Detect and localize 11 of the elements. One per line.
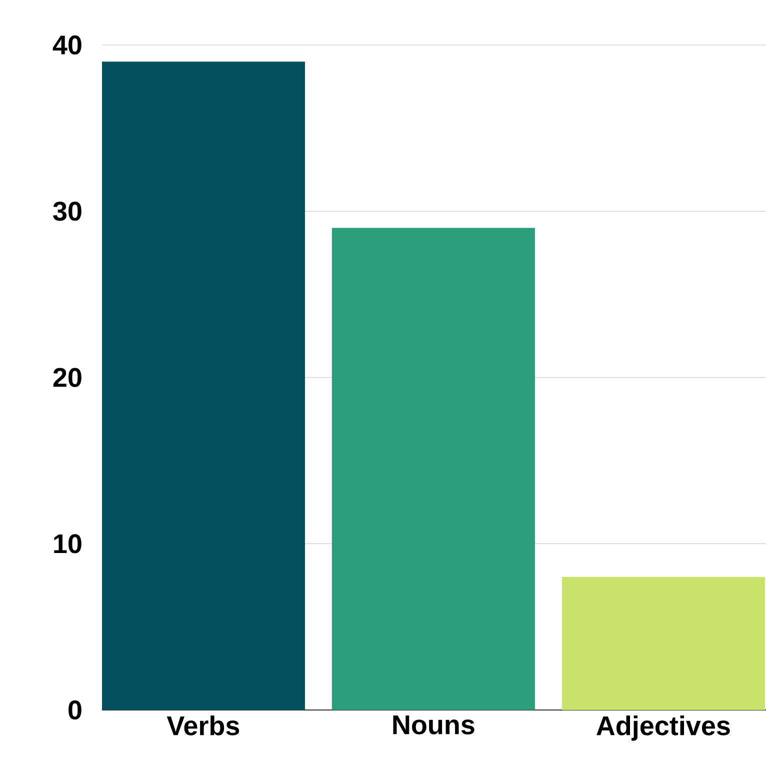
x-tick-label: Verbs	[166, 716, 240, 736]
x-tick-label: Adjectives	[596, 716, 730, 741]
y-tick-label: 30	[53, 202, 82, 221]
bar	[102, 62, 305, 710]
y-tick-label: 0	[68, 700, 82, 720]
y-tick-label: 10	[54, 534, 82, 554]
y-tick-label: 20	[53, 368, 82, 388]
bar	[562, 576, 765, 710]
bar	[332, 228, 535, 710]
x-tick-label: Nouns	[393, 716, 474, 734]
y-tick-label: 40	[52, 35, 82, 55]
